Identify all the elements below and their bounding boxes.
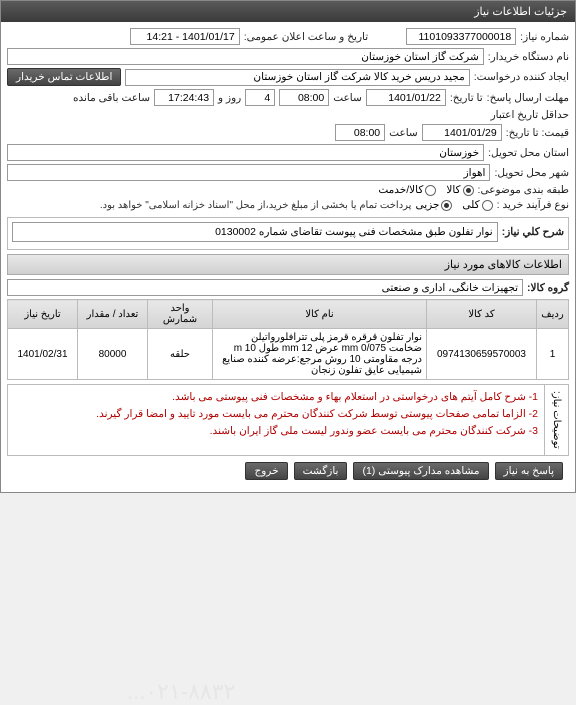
buy-full-label: کلی <box>462 199 479 211</box>
need-no-field: 1101093377000018 <box>406 28 516 45</box>
note-line: 3- شرکت کنندگان محترم می بایست عضو وندور… <box>96 423 538 440</box>
cell-qty: 80000 <box>78 329 148 380</box>
class-label: طبقه بندی موضوعی: <box>478 184 569 196</box>
col-qty: تعداد / مقدار <box>78 300 148 329</box>
creator-label: ایجاد کننده درخواست: <box>474 71 569 83</box>
time-left-label: ساعت باقی مانده <box>73 92 150 104</box>
resp-tolabel: تا تاریخ: <box>450 92 483 104</box>
days-left-field: 4 <box>245 89 275 106</box>
days-left-label: روز و <box>218 92 241 104</box>
resp-date-field: 1401/01/22 <box>366 89 446 106</box>
resp-time-field: 08:00 <box>279 89 329 106</box>
brief-label: شرح کلي نياز: <box>502 226 564 238</box>
notes-label: توضیحات نیاز: <box>544 385 568 455</box>
answer-button[interactable]: پاسخ به نیاز <box>495 462 563 480</box>
view-docs-button[interactable]: مشاهده مدارک پیوستی (1) <box>353 462 488 480</box>
buyer-org-label: نام دستگاه خریدار: <box>488 51 569 63</box>
need-no-label: شماره نیاز: <box>520 31 569 43</box>
class-service-radio[interactable] <box>425 185 436 196</box>
group-label: گروه کالا: <box>527 282 569 294</box>
cell-row: 1 <box>537 329 569 380</box>
panel-title: جزئیات اطلاعات نیاز <box>1 1 575 22</box>
cell-unit: حلقه <box>148 329 213 380</box>
validity-time-label: ساعت <box>389 127 418 139</box>
buy-full-radio[interactable] <box>482 200 493 211</box>
resp-time-label: ساعت <box>333 92 362 104</box>
time-left-field: 17:24:43 <box>154 89 214 106</box>
class-service-label: کالا/خدمت <box>378 184 423 196</box>
cell-name: نوار تفلون قرقره قرمز پلی تترافلورواتیلن… <box>213 329 427 380</box>
buyer-org-field: شرکت گاز استان خوزستان <box>7 48 484 65</box>
col-code: کد کالا <box>427 300 537 329</box>
note-line: 2- الزاما تمامی صفحات پیوستی توسط شرکت ک… <box>96 406 538 423</box>
buy-part-label: جزیی <box>415 199 439 211</box>
province-field: خوزستان <box>7 144 484 161</box>
class-goods-radio[interactable] <box>463 185 474 196</box>
close-button[interactable]: خروج <box>245 462 287 480</box>
validity-time-field: 08:00 <box>335 124 385 141</box>
buy-part-radio[interactable] <box>441 200 452 211</box>
items-section-header: اطلاعات کالاهای مورد نیاز <box>7 254 569 275</box>
class-goods-label: کالا <box>446 184 460 196</box>
back-button[interactable]: بازگشت <box>294 462 348 480</box>
class-radio-group: کالا کالا/خدمت <box>378 184 473 196</box>
col-unit: واحد شمارش <box>148 300 213 329</box>
watermark: ۰۲۱-۸۸۳۲... <box>127 679 235 705</box>
pub-date-field: 1401/01/17 - 14:21 <box>130 28 240 45</box>
notes-body: 1- شرح کامل آیتم های درخواستی در استعلام… <box>90 385 544 455</box>
creator-field: مجید دریس خرید کالا شرکت گاز استان خوزست… <box>125 69 469 86</box>
city-label: شهر محل تحویل: <box>494 167 569 179</box>
cell-code: 0974130659570003 <box>427 329 537 380</box>
validity-date-field: 1401/01/29 <box>422 124 502 141</box>
table-row: 1 0974130659570003 نوار تفلون قرقره قرمز… <box>8 329 569 380</box>
buy-type-radio-group: کلی جزیی <box>415 199 492 211</box>
note-line: 1- شرح کامل آیتم های درخواستی در استعلام… <box>96 389 538 406</box>
city-field: اهواز <box>7 164 490 181</box>
validity-label: حداقل تاریخ اعتبار <box>491 109 569 121</box>
contact-buyer-button[interactable]: اطلاعات تماس خریدار <box>7 68 121 86</box>
col-row: ردیف <box>537 300 569 329</box>
validity-sub: قیمت: تا تاریخ: <box>506 127 569 139</box>
pub-date-label: تاریخ و ساعت اعلان عمومی: <box>244 31 368 43</box>
items-table: ردیف کد کالا نام کالا واحد شمارش تعداد /… <box>7 299 569 380</box>
group-field: تجهیزات خانگی، اداری و صنعتی <box>7 279 523 296</box>
col-name: نام کالا <box>213 300 427 329</box>
brief-field: نوار تفلون طبق مشخصات فنی پیوست تقاضای ش… <box>12 222 498 242</box>
col-date: تاریخ نیاز <box>8 300 78 329</box>
province-label: استان محل تحویل: <box>488 147 569 159</box>
cell-date: 1401/02/31 <box>8 329 78 380</box>
resp-deadline-label: مهلت ارسال پاسخ: <box>487 92 569 104</box>
buy-note: پرداخت تمام یا بخشی از مبلغ خرید،از محل … <box>100 200 412 211</box>
buy-type-label: نوع فرآیند خرید : <box>497 199 569 211</box>
